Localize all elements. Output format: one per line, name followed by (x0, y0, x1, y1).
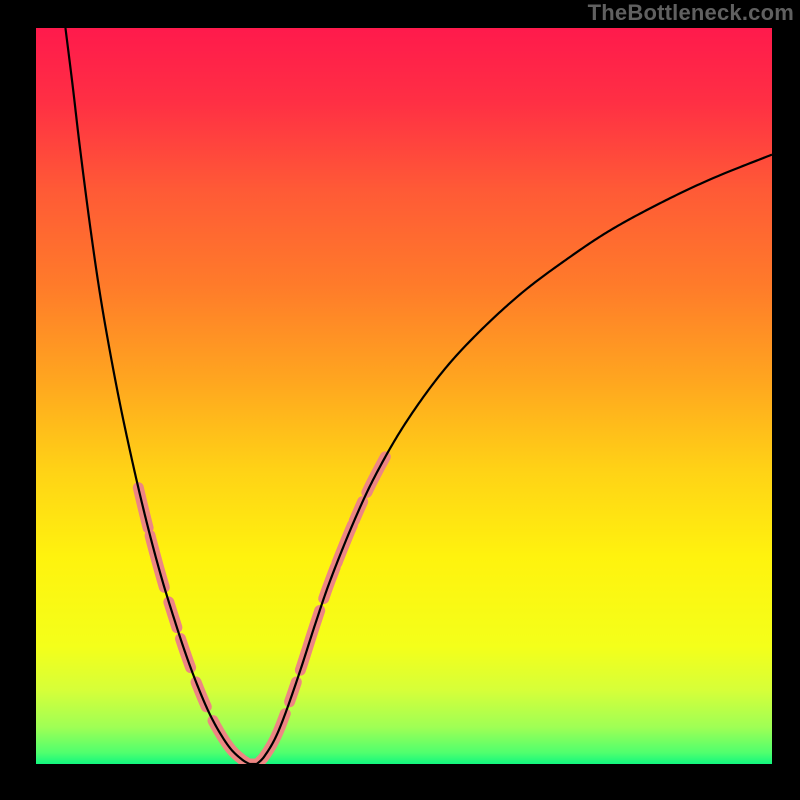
watermark-text: TheBottleneck.com (588, 0, 794, 26)
chart-container: { "watermark": { "text": "TheBottleneck.… (0, 0, 800, 800)
plot-background-gradient (36, 28, 772, 764)
bottleneck-curve-chart (0, 0, 800, 800)
